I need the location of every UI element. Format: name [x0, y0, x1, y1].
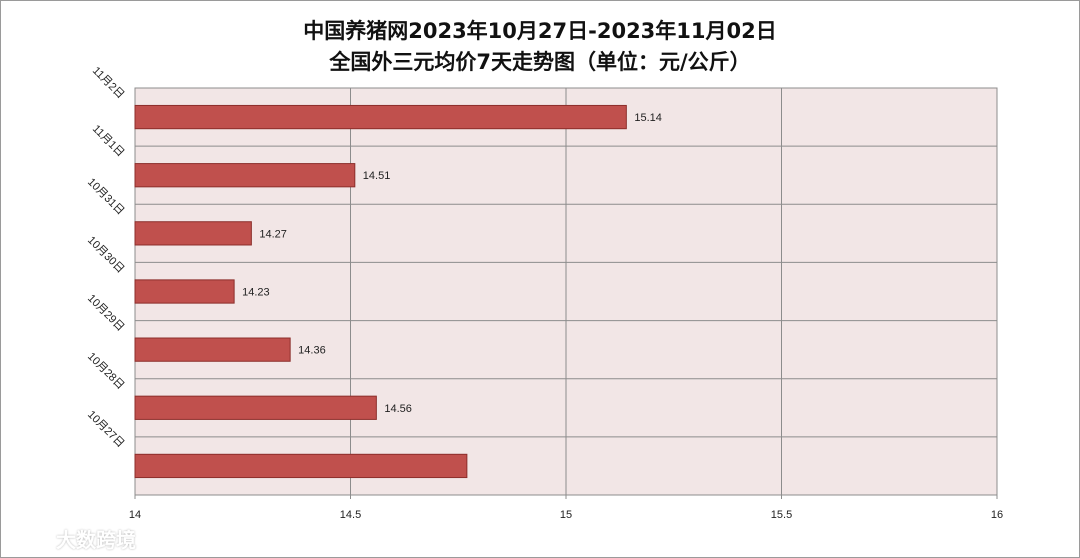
category-label: 10月28日 — [85, 351, 126, 392]
x-tick-label: 15.5 — [771, 509, 792, 521]
category-label: 10月27日 — [85, 409, 126, 450]
x-tick-label: 14 — [129, 509, 141, 521]
bar — [134, 163, 356, 188]
category-label: 11月2日 — [90, 65, 126, 101]
bar — [134, 221, 252, 246]
bar — [134, 453, 468, 479]
chart-title-line-2: 全国外三元均价7天走势图（单位：元/公斤） — [328, 50, 750, 74]
bar — [134, 279, 235, 304]
x-tick-label: 14.5 — [340, 509, 361, 521]
data-label: 14.27 — [259, 228, 287, 240]
bar — [134, 337, 291, 362]
data-label: 15.14 — [634, 112, 662, 124]
chart-title-line-1: 中国养猪网2023年10月27日-2023年11月02日 — [303, 19, 777, 43]
category-label: 11月1日 — [90, 123, 126, 159]
x-tick-label: 15 — [560, 509, 572, 521]
data-label: 14.36 — [298, 345, 326, 357]
watermark-text: 大数跨境 — [56, 528, 136, 552]
bar — [134, 104, 627, 130]
watermark: 大数跨境 — [6, 524, 136, 553]
category-label: 10月30日 — [85, 234, 126, 275]
data-label: 14.56 — [384, 403, 412, 415]
x-tick-label: 16 — [991, 509, 1003, 521]
category-label: 10月29日 — [85, 292, 126, 333]
bar — [134, 395, 377, 420]
logo-icon — [8, 528, 46, 547]
category-label: 10月31日 — [85, 176, 126, 217]
data-label: 14.51 — [363, 170, 391, 182]
data-label: 14.23 — [242, 287, 270, 299]
